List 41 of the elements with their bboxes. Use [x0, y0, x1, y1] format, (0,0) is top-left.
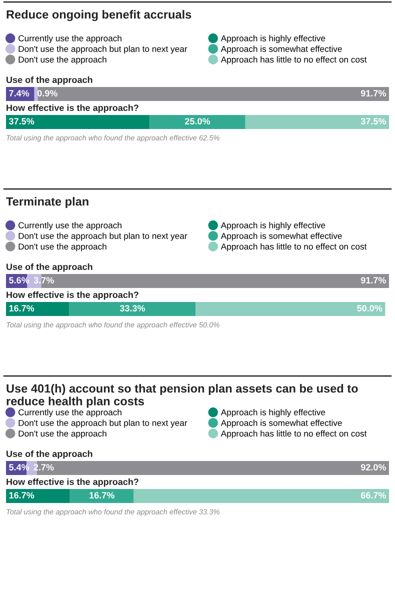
chart-title: Terminate plan [6, 197, 88, 208]
data-label: 7.4% [9, 90, 30, 96]
y-tick-label: Use of the approach [6, 450, 92, 459]
legend-label: Don't use the approach but plan to next year [18, 46, 188, 54]
data-label: 16.7% [90, 492, 114, 498]
legend-label: Approach is somewhat effective [220, 420, 342, 428]
y-tick-label: How effective is the approach? [6, 291, 138, 300]
legend-label: Currently use the approach [18, 35, 122, 44]
legend-label: Approach has little to no effect on cost [220, 243, 367, 252]
legend-label: Don't use the approach but plan to next year [18, 420, 188, 428]
legend-label: Currently use the approach [18, 409, 122, 418]
legend-label: Approach is highly effective [220, 222, 326, 230]
legend-label: Approach has little to no effect on cost [220, 56, 367, 64]
chart-title: Use 401(h) account so that pension plan assets can be used to reduce health plan costs [6, 384, 358, 408]
data-label: 25.0% [185, 118, 210, 124]
chart-title: Reduce ongoing benefit accruals [6, 10, 192, 22]
legend-label: Don't use the approach but plan to next year [18, 232, 188, 241]
data-label: 33.3% [120, 305, 146, 312]
legend-label: Currently use the approach [18, 222, 122, 230]
data-label: 37.5% [360, 118, 386, 124]
y-tick-label: How effective is the approach? [6, 478, 138, 487]
data-label: 16.7% [9, 492, 34, 498]
data-label: 91.7% [360, 90, 386, 96]
data-label: 37.5% [8, 118, 34, 124]
legend-label: Don't use the approach [18, 430, 106, 438]
legend-label: Approach is highly effective [220, 35, 326, 44]
legend-label: Don't use the approach [18, 243, 106, 252]
legend-label: Approach is somewhat effective [220, 46, 342, 54]
data-label: 66.7% [360, 492, 386, 498]
data-label: 92.0% [360, 464, 386, 470]
data-label: 50.0% [357, 305, 382, 312]
data-label: 91.7% [360, 277, 386, 284]
legend-label: Don't use the approach [18, 56, 106, 64]
legend-label: Approach is somewhat effective [220, 232, 342, 241]
y-tick-label: How effective is the approach? [6, 104, 138, 113]
y-tick-label: Use of the approach [6, 76, 92, 85]
legend-label: Approach is highly effective [220, 409, 326, 418]
y-tick-label: Use of the approach [6, 263, 92, 272]
data-label: 0.9% [37, 90, 58, 96]
data-label: 16.7% [9, 305, 34, 312]
legend-label: Approach has little to no effect on cost [220, 430, 367, 438]
